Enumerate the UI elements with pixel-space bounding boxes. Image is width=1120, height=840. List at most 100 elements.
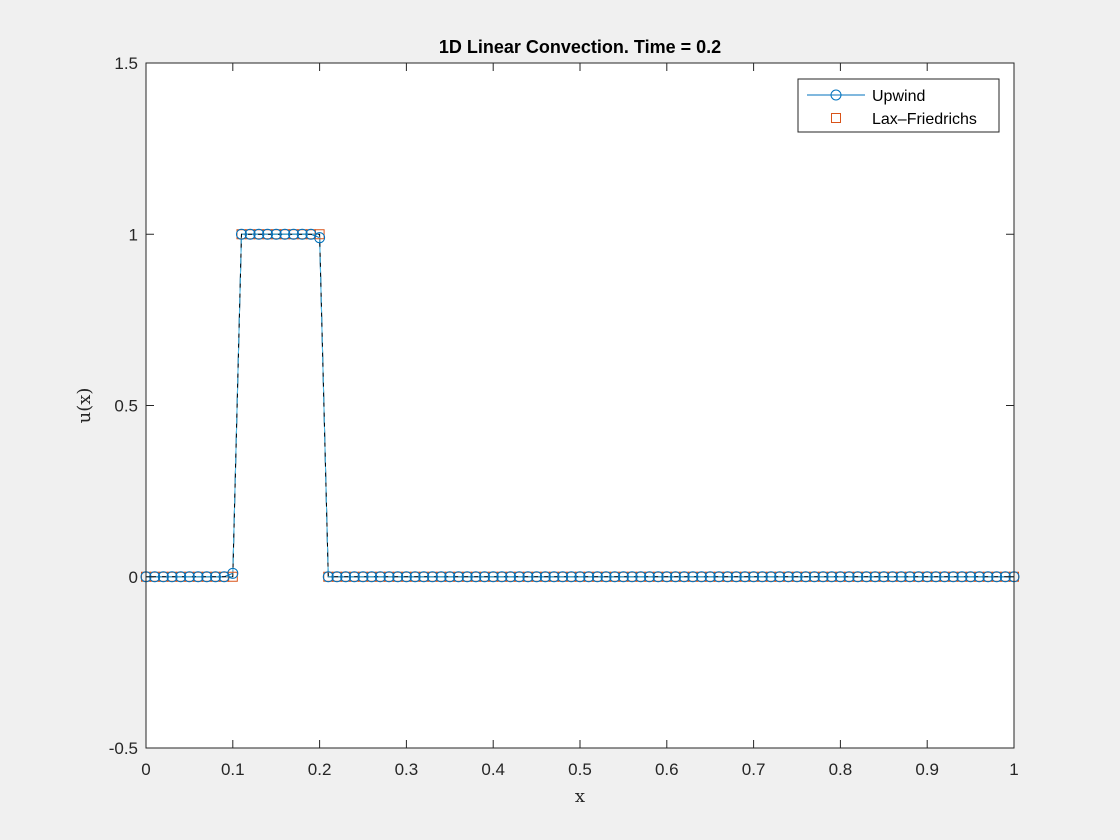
upwind-point xyxy=(669,571,681,583)
upwind-point xyxy=(531,571,543,583)
x-axis-label: x xyxy=(575,786,585,807)
upwind-point xyxy=(913,571,925,583)
upwind-point xyxy=(426,571,438,583)
x-tick-label: 0.1 xyxy=(221,760,245,779)
upwind-point xyxy=(748,571,760,583)
upwind-point xyxy=(921,571,933,583)
lax-friedrichs-point xyxy=(227,571,238,582)
upwind-point xyxy=(314,232,326,244)
upwind-point xyxy=(626,571,638,583)
upwind-point xyxy=(383,571,395,583)
upwind-point xyxy=(643,571,655,583)
upwind-point xyxy=(279,228,291,240)
upwind-point xyxy=(756,571,768,583)
upwind-point xyxy=(479,571,491,583)
upwind-point xyxy=(765,571,777,583)
chart-title: 1D Linear Convection. Time = 0.2 xyxy=(439,37,721,57)
x-tick-label: 0.4 xyxy=(481,760,505,779)
upwind-point xyxy=(539,571,551,583)
upwind-point xyxy=(461,571,473,583)
upwind-point xyxy=(374,571,386,583)
upwind-point xyxy=(687,571,699,583)
axis-ticks: 0 0.1 0.2 0.3 0.4 0.5 0.6 0.7 0.8 0.9 1-0.500.511.… xyxy=(109,54,1019,779)
x-tick-label: 0 xyxy=(141,760,150,779)
upwind-point xyxy=(400,571,412,583)
upwind-point xyxy=(270,228,282,240)
upwind-point xyxy=(600,571,612,583)
legend-label-upwind: Upwind xyxy=(872,88,925,105)
upwind-point xyxy=(886,571,898,583)
x-tick-label: 0.7 xyxy=(742,760,766,779)
upwind-point xyxy=(296,228,308,240)
legend: Upwind Lax–Friedrichs xyxy=(797,78,1000,133)
upwind-point xyxy=(331,571,343,583)
upwind-point xyxy=(452,571,464,583)
upwind-point xyxy=(322,571,334,583)
upwind-point xyxy=(939,571,951,583)
y-tick-label: 0.5 xyxy=(114,397,138,416)
upwind-point xyxy=(817,571,829,583)
legend-swatch-circle-upwind xyxy=(830,89,842,101)
upwind-point xyxy=(505,571,517,583)
upwind-point xyxy=(496,571,508,583)
upwind-point xyxy=(661,571,673,583)
upwind-point xyxy=(522,571,534,583)
x-tick-label: 0.8 xyxy=(829,760,853,779)
axes-background xyxy=(146,63,1014,748)
upwind-point xyxy=(782,571,794,583)
lax-friedrichs-point xyxy=(314,229,325,240)
upwind-point xyxy=(722,571,734,583)
upwind-point xyxy=(348,571,360,583)
series-lines xyxy=(146,233,1014,578)
upwind-point xyxy=(444,571,456,583)
upwind-point xyxy=(366,571,378,583)
series-line-3 xyxy=(146,233,1014,578)
y-tick-label: 1 xyxy=(129,225,138,244)
upwind-point xyxy=(965,571,977,583)
upwind-point xyxy=(192,571,204,583)
upwind-point xyxy=(696,571,708,583)
upwind-point xyxy=(470,571,482,583)
upwind-point xyxy=(409,571,421,583)
upwind-point xyxy=(591,571,603,583)
upwind-point xyxy=(947,571,959,583)
upwind-point xyxy=(843,571,855,583)
upwind-point xyxy=(713,571,725,583)
upwind-point xyxy=(201,571,213,583)
upwind-point xyxy=(973,571,985,583)
legend-swatch-square-lax-friedrichs xyxy=(831,113,841,123)
upwind-point xyxy=(227,567,239,579)
upwind-point xyxy=(175,571,187,583)
upwind-point xyxy=(852,571,864,583)
upwind-point xyxy=(262,228,274,240)
upwind-point xyxy=(930,571,942,583)
upwind-point xyxy=(895,571,907,583)
x-tick-label: 0.6 xyxy=(655,760,679,779)
legend-box xyxy=(797,78,1000,133)
y-tick-label: 1.5 xyxy=(114,54,138,73)
upwind-point xyxy=(392,571,404,583)
upwind-point xyxy=(800,571,812,583)
upwind-point xyxy=(774,571,786,583)
upwind-point xyxy=(357,571,369,583)
upwind-point xyxy=(730,571,742,583)
x-tick-label: 0.9 xyxy=(915,760,939,779)
upwind-point xyxy=(435,571,447,583)
upwind-point xyxy=(557,571,569,583)
x-tick-label: 0.5 xyxy=(568,760,592,779)
upwind-point xyxy=(253,228,265,240)
y-tick-label: 0 xyxy=(129,568,138,587)
upwind-point xyxy=(513,571,525,583)
series-markers xyxy=(140,228,1020,583)
upwind-point xyxy=(739,571,751,583)
y-axis-label: u(x) xyxy=(74,388,95,424)
upwind-point xyxy=(904,571,916,583)
upwind-point xyxy=(869,571,881,583)
legend-label-lax-friedrichs: Lax–Friedrichs xyxy=(872,111,977,128)
upwind-point xyxy=(418,571,430,583)
upwind-point xyxy=(340,571,352,583)
upwind-point xyxy=(609,571,621,583)
upwind-point xyxy=(166,571,178,583)
upwind-point xyxy=(678,571,690,583)
